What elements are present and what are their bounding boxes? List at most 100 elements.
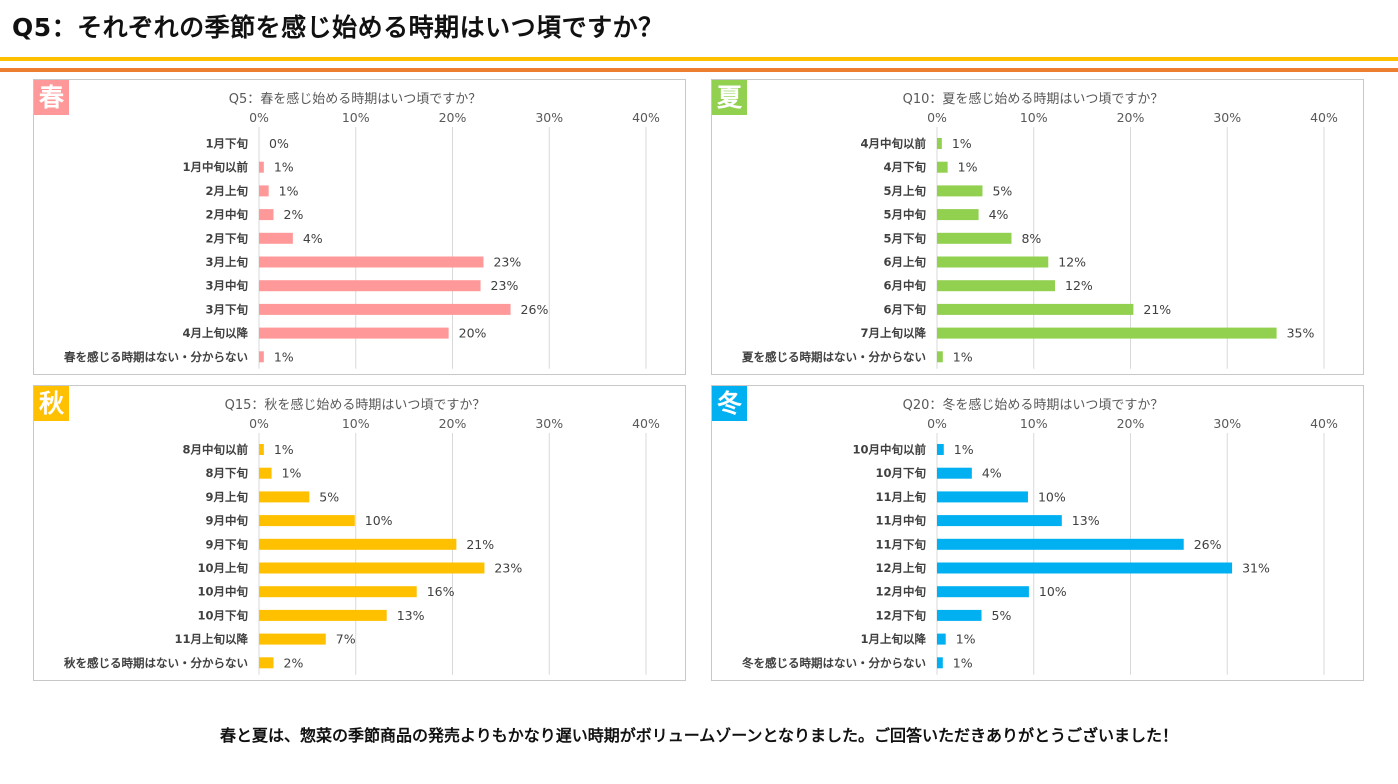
spring-bar: [259, 232, 293, 244]
autumn-data-label: 7%: [336, 632, 356, 647]
winter-bar: [937, 491, 1028, 503]
summer-category-label: 6月下旬: [883, 302, 926, 316]
spring-data-label: 2%: [284, 207, 304, 222]
summer-data-label: 4%: [989, 207, 1009, 222]
spring-category-label: 1月中旬以前: [182, 160, 248, 174]
autumn-data-label: 1%: [274, 442, 294, 457]
autumn-category-label: 8月下旬: [205, 466, 248, 480]
summer-x-tick-label: 30%: [1213, 110, 1241, 125]
spring-category-label: 4月上旬以降: [182, 326, 248, 340]
footer-summary-text: 春と夏は、惣菜の季節商品の発売よりもかなり遅い時期がボリュームゾーンとなりました…: [220, 726, 1178, 745]
autumn-bar: [259, 491, 310, 503]
autumn-chart-svg: Q15：秋を感じ始める時期はいつ頃ですか？ 0% 10% 20% 30% 40% 8月中旬以…: [64, 397, 660, 675]
spring-chart-svg: Q5：春を感じ始める時期はいつ頃ですか？0% 10% 20% 30% 40%1月下旬 0%…: [64, 91, 660, 369]
winter-data-label: 10%: [1038, 489, 1066, 504]
spring-category-label: 春を感じる時期はない・分からない: [64, 350, 248, 364]
winter-data-label: 4%: [982, 466, 1002, 481]
summer-data-label: 8%: [1021, 231, 1041, 246]
spring-bar: [259, 351, 264, 363]
winter-data-label: 26%: [1194, 537, 1222, 552]
autumn-x-tick-label: 0%: [249, 416, 269, 431]
autumn-chart-title: Q15：秋を感じ始める時期はいつ頃ですか？: [225, 397, 486, 413]
winter-data-label: 5%: [992, 608, 1012, 623]
spring-bar: [259, 303, 511, 315]
winter-bar: [937, 444, 944, 455]
autumn-x-tick-label: 30%: [535, 416, 563, 431]
winter-x-tick-label: 10%: [1020, 416, 1048, 431]
winter-bar: [937, 586, 1029, 598]
autumn-category-label: 11月上旬以降: [174, 632, 248, 646]
summer-category-label: 7月上旬以降: [860, 326, 926, 340]
winter-category-label: 10月中旬以前: [852, 443, 926, 457]
summer-data-label: 12%: [1058, 255, 1086, 270]
summer-data-label: 1%: [958, 160, 978, 175]
autumn-x-tick-label: 20%: [439, 416, 467, 431]
spring-category-label: 3月上旬: [205, 255, 248, 269]
summer-bar: [937, 256, 1049, 268]
spring-data-label: 20%: [459, 326, 487, 341]
winter-bar: [937, 633, 946, 645]
winter-bar: [937, 538, 1184, 550]
summer-season-badge: 夏: [712, 80, 747, 115]
autumn-bar: [259, 633, 326, 645]
winter-category-label: 12月中旬: [875, 585, 926, 599]
spring-x-tick-label: 30%: [535, 110, 563, 125]
spring-category-label: 3月中旬: [205, 279, 248, 293]
summer-data-label: 5%: [992, 183, 1012, 198]
winter-category-label: 冬を感じる時期はない・分からない: [742, 656, 926, 670]
summer-bar: [937, 161, 948, 173]
autumn-bar: [259, 562, 485, 574]
spring-category-label: 2月中旬: [205, 208, 248, 222]
autumn-data-label: 1%: [282, 466, 302, 481]
summer-category-label: 5月上旬: [883, 184, 926, 198]
autumn-category-label: 8月中旬以前: [182, 443, 248, 457]
autumn-bar: [259, 609, 387, 621]
summer-chart-svg: Q10：夏を感じ始める時期はいつ頃ですか？ 0% 10% 20% 30% 40% 4月中旬以…: [742, 91, 1338, 369]
page-title: Q5：それぞれの季節を感じ始める時期はいつ頃ですか？: [12, 13, 664, 42]
summer-category-label: 5月中旬: [883, 208, 926, 222]
summer-bar: [937, 351, 943, 363]
winter-bar: [937, 657, 943, 669]
winter-bar: [937, 515, 1062, 527]
winter-data-label: 31%: [1242, 561, 1270, 576]
autumn-data-label: 16%: [427, 584, 455, 599]
spring-x-tick-label: 10%: [342, 110, 370, 125]
summer-bar: [937, 303, 1134, 315]
title-underline-orange: [0, 68, 1398, 72]
summer-data-label: 21%: [1143, 302, 1171, 317]
autumn-data-label: 2%: [284, 655, 304, 670]
spring-bar: [259, 161, 264, 173]
summer-data-label: 35%: [1287, 326, 1315, 341]
autumn-category-label: 秋を感じる時期はない・分からない: [64, 656, 248, 670]
spring-data-label: 23%: [491, 278, 519, 293]
chart-panel-summer: 夏 Q10：夏を感じ始める時期はいつ頃ですか？ 0% 10% 20% 30% 40% 4月中旬…: [711, 79, 1364, 375]
summer-bar: [937, 209, 979, 221]
autumn-data-label: 13%: [397, 608, 425, 623]
spring-data-label: 26%: [521, 302, 549, 317]
autumn-x-tick-label: 10%: [342, 416, 370, 431]
spring-data-label: 1%: [274, 349, 294, 364]
spring-data-label: 23%: [493, 255, 521, 270]
summer-x-tick-label: 40%: [1310, 110, 1338, 125]
winter-data-label: 1%: [954, 442, 974, 457]
spring-data-label: 1%: [274, 160, 294, 175]
summer-x-tick-label: 10%: [1020, 110, 1048, 125]
summer-category-label: 夏を感じる時期はない・分からない: [742, 350, 926, 364]
autumn-data-label: 10%: [365, 513, 393, 528]
summer-chart-title: Q10：夏を感じ始める時期はいつ頃ですか？: [903, 91, 1164, 107]
winter-bar: [937, 467, 972, 479]
summer-bar: [937, 138, 942, 149]
autumn-bar: [259, 657, 274, 669]
summer-x-tick-label: 20%: [1117, 110, 1145, 125]
autumn-category-label: 10月上旬: [197, 561, 248, 575]
winter-category-label: 11月中旬: [875, 514, 926, 528]
winter-chart-svg: Q20：冬を感じ始める時期はいつ頃ですか？ 0% 10% 20% 30% 40% 10月中旬…: [742, 397, 1338, 675]
winter-data-label: 13%: [1072, 513, 1100, 528]
autumn-data-label: 21%: [466, 537, 494, 552]
summer-category-label: 4月中旬以前: [860, 137, 926, 151]
spring-chart-title: Q5：春を感じ始める時期はいつ頃ですか？: [229, 91, 482, 107]
spring-category-label: 2月下旬: [205, 231, 248, 245]
spring-bar: [259, 280, 481, 292]
summer-bar: [937, 280, 1056, 292]
autumn-data-label: 23%: [494, 561, 522, 576]
